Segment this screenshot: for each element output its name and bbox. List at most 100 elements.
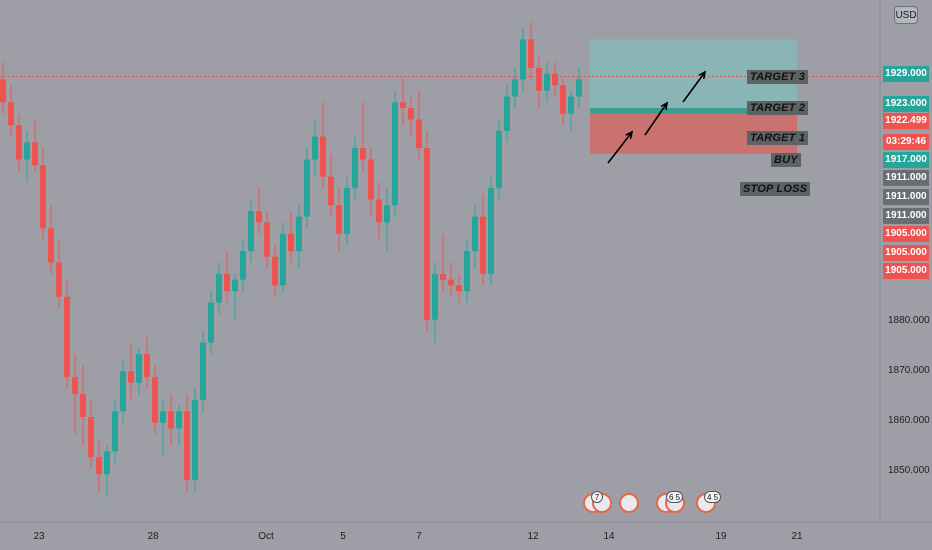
candle-body — [224, 273, 230, 292]
candle-body — [536, 67, 542, 91]
price-axis-label: 1911.000 — [883, 189, 929, 205]
candle-body — [184, 411, 190, 480]
price-axis-label: 1922.499 — [883, 113, 929, 129]
candle-body — [136, 354, 142, 383]
candle-body — [80, 394, 86, 417]
candle-body — [416, 119, 422, 149]
stop-loss-label: STOP LOSS — [740, 182, 811, 196]
candle-body — [288, 233, 294, 252]
candle-body — [256, 211, 262, 223]
candle-body — [40, 165, 46, 229]
candle-body — [336, 205, 342, 234]
time-tick-label: Oct — [258, 531, 274, 542]
chart-overlays — [607, 70, 707, 164]
time-tick-label: 5 — [340, 531, 346, 542]
price-tick-label: 1870.000 — [888, 365, 930, 376]
candle-body — [352, 148, 358, 189]
candle-body — [120, 371, 126, 412]
candle-body — [88, 417, 94, 458]
currency-button[interactable]: USD — [894, 6, 918, 24]
price-axis-label: 1929.000 — [883, 66, 929, 82]
candle-body — [376, 199, 382, 223]
candle-body — [192, 399, 198, 480]
candle-body — [208, 302, 214, 343]
candle-body — [200, 342, 206, 400]
time-tick-label: 14 — [603, 531, 615, 542]
candle-body — [56, 262, 62, 297]
candle-body — [464, 251, 470, 292]
candle-body — [528, 39, 534, 68]
candle-body — [24, 142, 30, 160]
candle-body — [160, 411, 166, 423]
candle-body — [112, 411, 118, 452]
candle-body — [320, 136, 326, 177]
candle-body — [216, 273, 222, 303]
candle-body — [16, 125, 22, 160]
candle-body — [520, 39, 526, 80]
candle-body — [344, 188, 350, 234]
candle-body — [568, 96, 574, 114]
candle-body — [544, 73, 550, 91]
candle-body — [496, 130, 502, 189]
trend-arrow — [644, 102, 668, 136]
price-axis-label: 1905.000 — [883, 226, 929, 242]
trend-arrow — [607, 131, 633, 164]
candle-body — [232, 279, 238, 292]
candle-body — [424, 148, 430, 320]
event-count-badge: 7 — [591, 491, 603, 503]
candle-body — [456, 285, 462, 292]
candle-body — [512, 79, 518, 97]
price-tick-label: 1850.000 — [888, 465, 930, 476]
candle-body — [504, 96, 510, 131]
price-tick-label: 1860.000 — [888, 415, 930, 426]
time-tick-label: 21 — [791, 531, 803, 542]
candle-body — [448, 279, 454, 286]
candle-body — [0, 79, 6, 103]
candle-body — [360, 148, 366, 160]
candle-body — [8, 102, 14, 126]
target2-label: TARGET 2 — [747, 101, 809, 115]
candle-body — [176, 411, 182, 429]
candle-body — [400, 102, 406, 108]
price-tick-label: 1880.000 — [888, 315, 930, 326]
economic-event-icon[interactable] — [619, 493, 639, 513]
candle-body — [272, 256, 278, 286]
price-axis-label: 03:29:46 — [883, 134, 929, 150]
candle-body — [152, 376, 158, 423]
buy-zone — [590, 108, 797, 114]
candle-body — [328, 176, 334, 206]
candle-body — [432, 273, 438, 320]
target1-label: TARGET 1 — [747, 131, 809, 145]
price-axis-label: 1911.000 — [883, 170, 929, 186]
candle-body — [264, 222, 270, 257]
candle-body — [408, 108, 414, 120]
candle-body — [96, 457, 102, 475]
candle-body — [384, 205, 390, 223]
candle-body — [296, 216, 302, 252]
candle-body — [472, 216, 478, 252]
time-tick-label: 28 — [147, 531, 159, 542]
candle-body — [576, 79, 582, 97]
candle-body — [304, 159, 310, 217]
event-count-badge: 6 5 — [666, 491, 684, 503]
arrow-head-icon — [625, 130, 634, 140]
candle-body — [560, 85, 566, 114]
trend-arrow — [682, 71, 706, 103]
time-tick-label: 19 — [715, 531, 727, 542]
price-axis-label: 1911.000 — [883, 208, 929, 224]
candle-body — [72, 376, 78, 395]
candle-body — [128, 371, 134, 383]
price-axis-label: 1917.000 — [883, 152, 929, 168]
candle-body — [32, 142, 38, 166]
candle-body — [488, 188, 494, 274]
arrow-head-icon — [660, 101, 669, 111]
price-axis-label: 1905.000 — [883, 245, 929, 261]
buy-label: BUY — [771, 153, 801, 167]
time-tick-label: 12 — [527, 531, 539, 542]
price-axis-label: 1905.000 — [883, 263, 929, 279]
candle-body — [280, 233, 286, 286]
event-count-badge: 4 5 — [704, 491, 722, 503]
candle-body — [48, 228, 54, 263]
candle-body — [168, 411, 174, 429]
